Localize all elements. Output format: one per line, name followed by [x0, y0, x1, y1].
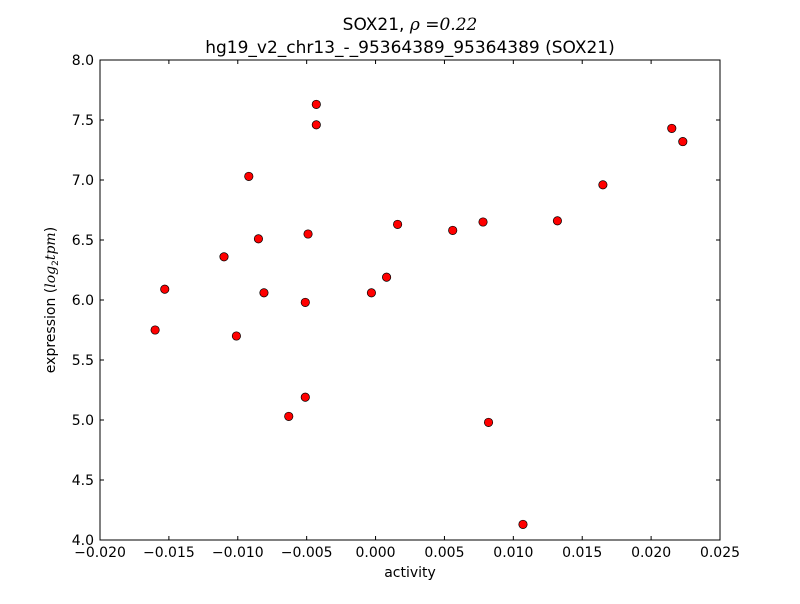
- y-tick-label: 6.5: [72, 233, 94, 249]
- data-point: [311, 120, 321, 130]
- chart-title-line2: hg19_v2_chr13_-_95364389_95364389 (SOX21…: [205, 38, 615, 58]
- y-tick-label: 4.5: [72, 473, 94, 489]
- data-point: [598, 180, 608, 190]
- x-tick-label: −0.005: [281, 545, 333, 561]
- axis-ticks: −0.020 −0.015 −0.010 −0.005 0.000 0.005 0.010 0…: [72, 53, 740, 561]
- data-point: [231, 331, 241, 341]
- data-points: [150, 99, 688, 529]
- data-point: [300, 297, 310, 307]
- data-point: [303, 229, 313, 239]
- data-point: [678, 137, 688, 147]
- data-point: [253, 234, 263, 244]
- y-tick-label: 5.0: [72, 413, 94, 429]
- x-tick-label: 0.025: [700, 545, 740, 561]
- x-tick-label: 0.015: [562, 545, 602, 561]
- data-point: [259, 288, 269, 298]
- y-tick-label: 6.0: [72, 293, 94, 309]
- y-axis-label: expression (log2tpm): [43, 227, 61, 373]
- data-point: [667, 123, 677, 133]
- data-point: [483, 417, 494, 427]
- x-tick-label: −0.010: [212, 545, 264, 561]
- data-point: [552, 216, 562, 226]
- data-point: [448, 225, 458, 235]
- data-point: [284, 411, 294, 421]
- x-tick-label: 0.020: [631, 545, 671, 561]
- data-point: [150, 325, 160, 335]
- x-tick-label: −0.020: [74, 545, 126, 561]
- data-point: [366, 288, 376, 298]
- data-point: [219, 252, 229, 262]
- chart-title-line1: SOX21, ρ =0.22: [343, 15, 478, 35]
- data-point: [518, 519, 528, 529]
- data-point: [393, 219, 403, 229]
- y-tick-label: 5.5: [72, 353, 94, 369]
- x-tick-label: −0.015: [143, 545, 195, 561]
- y-tick-label: 7.0: [72, 173, 94, 189]
- data-point: [300, 392, 310, 402]
- y-tick-label: 4.0: [72, 533, 94, 549]
- data-point: [160, 284, 170, 294]
- x-axis-label: activity: [384, 565, 436, 581]
- x-tick-label: 0.000: [356, 545, 396, 561]
- data-point: [311, 99, 321, 109]
- y-tick-label: 7.5: [72, 113, 94, 129]
- data-point: [478, 217, 488, 227]
- x-tick-label: 0.005: [424, 545, 464, 561]
- plot-frame: [99, 59, 721, 541]
- data-point: [382, 272, 392, 282]
- data-point: [244, 171, 254, 181]
- x-tick-label: 0.010: [493, 545, 533, 561]
- y-tick-label: 8.0: [72, 53, 94, 69]
